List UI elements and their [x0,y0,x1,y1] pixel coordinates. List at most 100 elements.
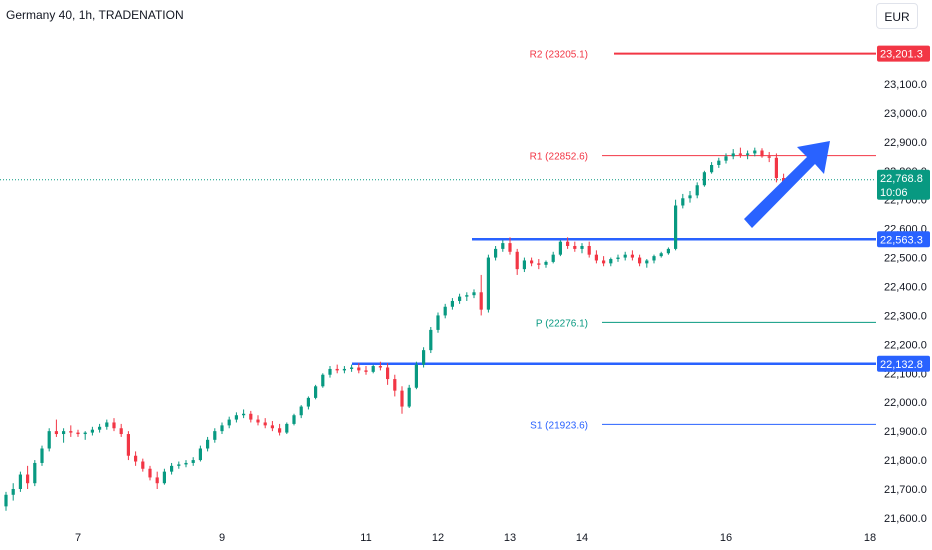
candle-body [465,295,469,297]
candle-down [767,151,771,163]
candle-body [623,254,627,258]
candle-body [746,153,750,155]
x-tick-label: 12 [432,532,444,544]
candle-body [328,368,332,375]
candle-up [62,428,66,443]
pivot-label-r1: R1 (22852.6) [530,152,588,163]
candle-body [522,260,526,270]
candle-up [450,298,454,310]
candle-body [537,263,541,265]
candle-body [213,431,217,440]
candle-body [18,474,22,489]
candle-down [26,465,30,489]
candle-body [566,241,570,246]
candle-body [414,364,418,388]
candle-body [515,251,519,270]
candle-up [184,460,188,468]
candle-body [602,260,606,264]
candle-body [11,489,15,495]
x-tick-label: 7 [75,532,81,544]
candle-up [33,460,37,487]
candle-up [616,254,620,262]
candle-up [350,364,354,372]
y-tick-label: 22,300.0 [884,310,927,322]
candle-up [659,251,663,258]
candle-body [4,494,8,507]
candle-up [609,257,613,267]
candle-down [566,237,570,249]
candle-body [422,350,426,365]
candle-body [62,431,66,435]
currency-button[interactable]: EUR [876,3,918,29]
candle-body [364,370,368,372]
candle-body [616,257,620,260]
candle-up [717,157,721,168]
x-tick-label: 9 [219,532,225,544]
candle-body [141,461,145,469]
candle-down [760,148,764,158]
candle-up [285,422,289,435]
candle-down [378,361,382,371]
support-price-tag: 22,563.3 [880,234,923,246]
candle-up [494,246,498,261]
candle-up [98,423,102,433]
candle-body [652,256,656,261]
candle-up [321,373,325,388]
candle-up [306,396,310,410]
x-tick-label: 18 [864,532,876,544]
candle-body [40,448,44,463]
candle-body [594,254,598,261]
candle-body [184,462,188,465]
candle-up [681,193,685,209]
candle-down [249,410,253,423]
candle-body [292,415,296,424]
candle-up [429,327,433,354]
candle-up [486,254,490,313]
candle-body [54,431,58,435]
candle-body [630,254,634,258]
candle-down [76,429,80,437]
candle-body [134,455,138,462]
candle-body [26,474,30,484]
candle-body [659,253,663,257]
candle-down [774,153,778,183]
candle-body [494,248,498,258]
candle-up [314,384,318,400]
pivot-label-r2: R2 (23205.1) [530,50,588,61]
candle-down [256,415,260,426]
candle-body [407,387,411,407]
candle-down [594,250,598,264]
candle-body [148,468,152,478]
candle-body [206,439,210,449]
candle-up [551,251,555,264]
x-tick-label: 14 [576,532,588,544]
candle-up [299,405,303,419]
candle-body [198,448,202,461]
candle-up [731,149,735,160]
candle-body [90,429,94,433]
support-price-tag: 22,132.8 [880,359,923,371]
candle-body [105,422,109,427]
candle-body [767,156,771,158]
candle-down [738,147,742,158]
candle-down [400,386,404,414]
candle-body [191,460,195,463]
y-tick-label: 22,200.0 [884,339,927,351]
candle-down [508,237,512,255]
candle-body [321,374,325,387]
candle-up [458,293,462,304]
candle-up [342,366,346,374]
candle-down [573,241,577,252]
candle-body [436,315,440,330]
candle-up [90,426,94,436]
candle-down [54,419,58,437]
candle-up [40,445,44,466]
candle-up [465,292,469,301]
candle-body [220,425,224,432]
current-price-tag: 22,768.8 [880,173,923,185]
y-tick-label: 21,900.0 [884,426,927,438]
y-tick-label: 22,400.0 [884,282,927,294]
candle-body [645,260,649,264]
candle-body [508,243,512,252]
